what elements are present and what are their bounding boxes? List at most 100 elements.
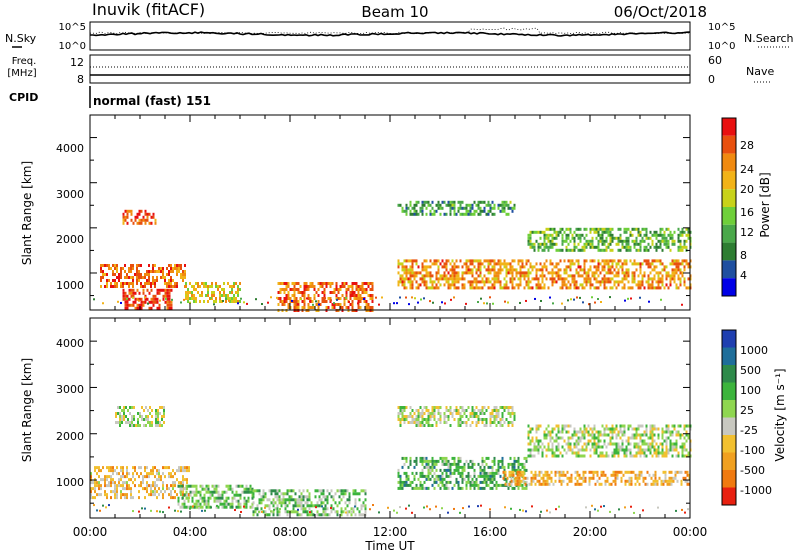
velocity-cell xyxy=(649,424,652,428)
power-cell xyxy=(623,271,626,275)
power-cell xyxy=(621,268,624,272)
power-colorbar-swatch xyxy=(722,260,736,279)
power-cell xyxy=(116,264,118,267)
power-cell xyxy=(106,285,108,288)
velocity-cell xyxy=(657,445,660,449)
power-cell xyxy=(409,271,412,275)
power-cell xyxy=(397,280,400,284)
power-cell xyxy=(138,297,141,301)
power-cell xyxy=(142,215,145,219)
velocity-cell xyxy=(485,483,488,487)
velocity-cell xyxy=(517,462,520,466)
velocity-cell xyxy=(300,504,303,508)
power-cell xyxy=(235,291,237,294)
velocity-cell xyxy=(680,482,683,486)
velocity-cell xyxy=(427,462,430,466)
velocity-cell xyxy=(114,484,116,488)
velocity-cell xyxy=(262,510,265,514)
power-cell xyxy=(583,245,586,249)
velocity-cell xyxy=(282,492,285,496)
velocity-cell xyxy=(501,483,504,487)
velocity-cell xyxy=(545,454,548,458)
power-cell xyxy=(555,236,558,240)
power-cell xyxy=(623,262,626,266)
power-cell xyxy=(457,200,460,204)
velocity-cell xyxy=(125,421,127,424)
power-cell xyxy=(313,294,316,297)
velocity-cell xyxy=(304,507,307,511)
velocity-cell xyxy=(613,427,616,431)
velocity-cell xyxy=(231,505,233,508)
power-cell xyxy=(601,277,604,281)
power-cell xyxy=(118,279,120,282)
velocity-cell xyxy=(437,412,440,415)
power-cell xyxy=(459,212,462,216)
velocity-cell xyxy=(518,476,521,480)
power-cell xyxy=(675,259,678,263)
velocity-cell xyxy=(344,507,347,511)
power-cell xyxy=(623,227,626,231)
power-cell xyxy=(187,291,189,294)
velocity-cell xyxy=(407,415,410,418)
velocity-cell xyxy=(306,510,309,514)
power-cell xyxy=(679,280,682,284)
velocity-cell xyxy=(102,466,104,470)
velocity-cell xyxy=(520,470,523,474)
velocity-cell xyxy=(602,473,605,477)
power-cell xyxy=(126,306,129,310)
velocity-cell xyxy=(587,430,590,434)
power-cell xyxy=(483,206,486,210)
power-cell xyxy=(511,265,514,269)
velocity-cell xyxy=(573,442,576,446)
power-cell xyxy=(547,227,550,231)
power-cell xyxy=(301,294,304,297)
velocity-cell xyxy=(350,513,353,517)
power-cell xyxy=(687,236,690,240)
power-cell xyxy=(565,227,568,231)
velocity-cell xyxy=(577,436,580,440)
velocity-cell xyxy=(577,448,580,452)
power-cell xyxy=(633,242,636,246)
velocity-cell xyxy=(231,496,234,500)
velocity-cell xyxy=(684,476,687,480)
velocity-cell xyxy=(298,498,301,502)
power-cell xyxy=(627,271,630,275)
power-cell xyxy=(659,259,662,263)
power-cell xyxy=(297,291,300,294)
power-cell xyxy=(463,262,466,266)
power-cell xyxy=(509,200,512,204)
power-cell xyxy=(110,285,112,288)
velocity-ticks xyxy=(89,317,691,518)
power-cell xyxy=(661,283,664,287)
velocity-cell xyxy=(587,442,590,446)
velocity-cell xyxy=(675,445,678,449)
velocity-cell xyxy=(644,476,647,480)
power-cell xyxy=(539,268,542,272)
velocity-cell xyxy=(441,477,444,481)
velocity-cell xyxy=(514,479,517,483)
noise-frame xyxy=(89,21,691,51)
power-cell xyxy=(483,283,486,287)
power-cell xyxy=(655,230,658,234)
power-cell xyxy=(487,277,490,281)
power-cell xyxy=(339,288,342,291)
power-cell xyxy=(643,274,646,278)
velocity-cell xyxy=(574,470,577,474)
velocity-cell xyxy=(272,504,275,508)
power-cell xyxy=(541,277,544,281)
power-cell xyxy=(409,274,412,278)
velocity-cell xyxy=(399,477,402,481)
velocity-cell xyxy=(655,454,658,458)
velocity-cell xyxy=(324,504,327,508)
power-cell xyxy=(545,277,548,281)
power-cell xyxy=(291,299,293,302)
velocity-cell xyxy=(162,466,164,470)
velocity-cell xyxy=(475,480,478,484)
power-cell xyxy=(613,280,616,284)
power-cell xyxy=(120,276,122,279)
velocity-cell xyxy=(637,451,640,455)
power-cell xyxy=(365,288,368,291)
velocity-cell xyxy=(673,427,676,431)
power-cell xyxy=(485,268,488,272)
power-cell xyxy=(667,274,670,278)
